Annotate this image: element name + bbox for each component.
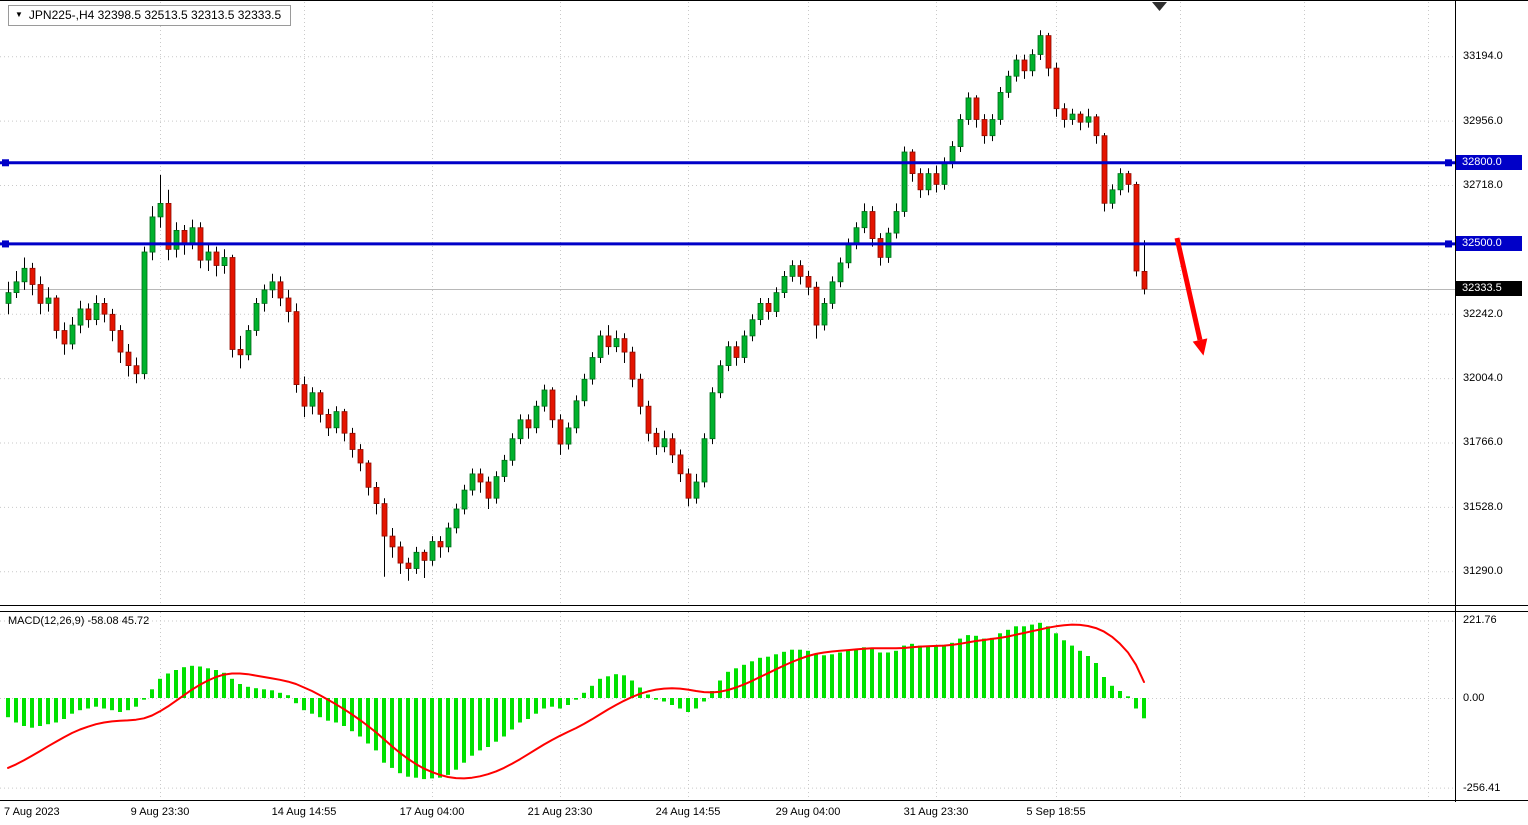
hline-price-tag: 32500.0 [1456,235,1522,251]
symbol-dropdown-icon[interactable]: ▼ [15,10,23,19]
date-label: 21 Aug 23:30 [527,806,593,818]
date-label: 14 Aug 14:55 [271,806,337,818]
macd-tick-label: 0.00 [1463,692,1485,704]
support-resistance-lines[interactable] [0,159,1455,248]
trend-arrow[interactable] [1174,237,1208,356]
date-label: 31 Aug 23:30 [903,806,969,818]
bottom-time-axis[interactable]: 7 Aug 2023 9 Aug 23:30 14 Aug 14:55 17 Aug … [0,802,1528,825]
macd-signal-line [7,623,1145,780]
price-tick-label: 33194.0 [1463,50,1503,63]
candles [5,30,1148,581]
chart-shift-marker-icon[interactable] [1152,2,1167,11]
price-tick-label: 32004.0 [1463,372,1503,385]
date-label: 17 Aug 04:00 [399,806,465,818]
price-tick-label: 32242.0 [1463,307,1503,320]
macd-tick-label: 221.76 [1463,614,1497,627]
price-tick-label: 31290.0 [1463,565,1503,578]
date-label: 29 Aug 04:00 [775,806,841,818]
macd-tick-label: -256.41 [1463,781,1501,794]
macd-indicator-label: MACD(12,26,9) -58.08 45.72 [8,615,150,627]
date-label: 5 Sep 18:55 [1026,806,1086,818]
current-price-tag: 32333.5 [1456,280,1522,296]
symbol-info-box[interactable]: ▼ JPN225-,H4 32398.5 32513.5 32313.5 323… [8,5,292,26]
date-label: 7 Aug 2023 [4,806,60,818]
horizontal-gridlines [0,56,1455,789]
price-tick-label: 32956.0 [1463,114,1503,127]
price-tick-label: 32718.0 [1463,178,1503,191]
macd-histogram [6,622,1146,780]
price-tick-label: 31528.0 [1463,500,1503,513]
hline-price-tag: 32800.0 [1456,154,1522,170]
right-price-axis[interactable]: 33194.0 32956.0 32718.0 32242.0 32004.0 31766… [1456,0,1528,801]
date-label: 9 Aug 23:30 [130,806,190,818]
date-label: 24 Aug 14:55 [655,806,721,818]
symbol-info-text: JPN225-,H4 32398.5 32513.5 32313.5 32333… [28,8,282,22]
vertical-gridlines [160,2,1429,799]
price-tick-label: 31766.0 [1463,436,1503,449]
